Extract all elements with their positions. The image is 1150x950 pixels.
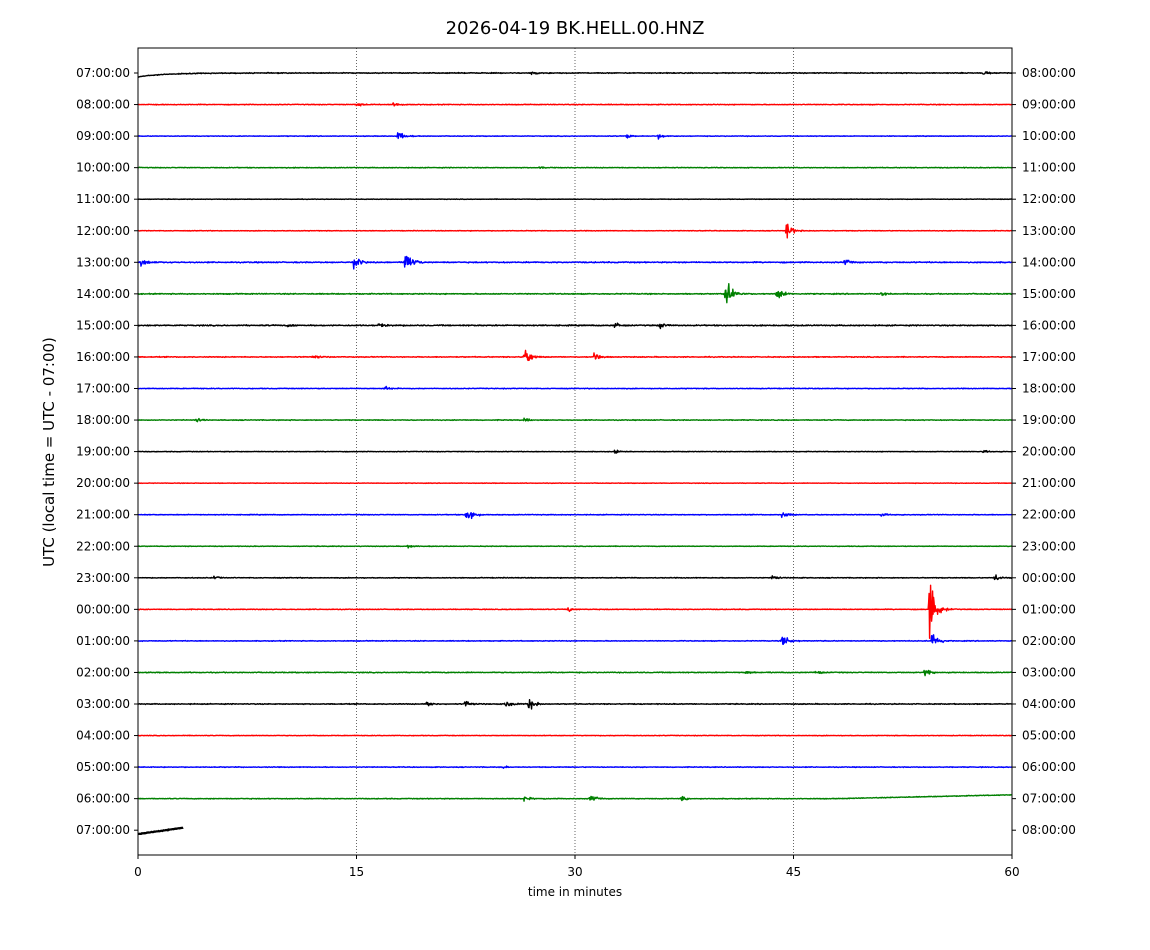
trace-8: [137, 322, 1013, 330]
left-tick-label: 20:00:00: [76, 476, 130, 490]
right-tick-label: 03:00:00: [1022, 665, 1076, 679]
left-tick-label: 02:00:00: [76, 665, 130, 679]
left-tick-label: 08:00:00: [76, 98, 130, 112]
x-tick-label: 60: [1004, 865, 1019, 879]
left-tick-label: 21:00:00: [76, 508, 130, 522]
left-tick-label: 18:00:00: [76, 413, 130, 427]
tick-layer: 07:00:00 08:00:00 09:00:00 10:00:00 11:00:00…: [76, 66, 1076, 879]
right-tick-label: 21:00:00: [1022, 476, 1076, 490]
left-tick-label: 16:00:00: [76, 350, 130, 364]
trace-layer: [137, 71, 1013, 836]
trace-16: [137, 574, 1013, 581]
y-axis-label: UTC (local time = UTC - 07:00): [40, 337, 58, 567]
right-tick-label: 07:00:00: [1022, 792, 1076, 806]
trace-23: [137, 793, 1013, 802]
right-tick-label: 02:00:00: [1022, 634, 1076, 648]
right-tick-label: 13:00:00: [1022, 224, 1076, 238]
right-tick-label: 06:00:00: [1022, 760, 1076, 774]
chart-title: 2026-04-19 BK.HELL.00.HNZ: [446, 18, 705, 39]
right-tick-label: 18:00:00: [1022, 382, 1076, 396]
trace-15: [137, 544, 1013, 549]
trace-11: [137, 417, 1013, 423]
right-tick-label: 11:00:00: [1022, 161, 1076, 175]
left-tick-label: 04:00:00: [76, 729, 130, 743]
left-tick-label: 10:00:00: [76, 161, 130, 175]
left-tick-label: 12:00:00: [76, 224, 130, 238]
trace-1: [137, 102, 1013, 107]
right-tick-label: 09:00:00: [1022, 98, 1076, 112]
left-tick-label: 11:00:00: [76, 192, 130, 206]
trace-0: [137, 71, 1013, 78]
left-tick-label: 01:00:00: [76, 634, 130, 648]
right-tick-label: 10:00:00: [1022, 129, 1076, 143]
trace-2: [137, 132, 1013, 140]
trace-22: [137, 765, 1013, 769]
left-tick-label: 17:00:00: [76, 382, 130, 396]
right-tick-label: 15:00:00: [1022, 287, 1076, 301]
left-tick-label: 14:00:00: [76, 287, 130, 301]
left-tick-label: 22:00:00: [76, 539, 130, 553]
right-tick-label: 05:00:00: [1022, 729, 1076, 743]
right-tick-label: 17:00:00: [1022, 350, 1076, 364]
x-tick-label: 0: [134, 865, 142, 879]
right-tick-label: 04:00:00: [1022, 697, 1076, 711]
trace-12: [137, 449, 1013, 454]
left-tick-label: 15:00:00: [76, 318, 130, 332]
right-tick-label: 22:00:00: [1022, 508, 1076, 522]
trace-5: [137, 223, 1013, 239]
right-tick-label: 00:00:00: [1022, 571, 1076, 585]
left-tick-label: 07:00:00: [76, 66, 130, 80]
trace-7: [137, 282, 1013, 304]
left-tick-label: 07:00:00: [76, 823, 130, 837]
right-tick-label: 20:00:00: [1022, 445, 1076, 459]
grid-lines: [356, 48, 794, 855]
left-tick-label: 19:00:00: [76, 445, 130, 459]
trace-10: [137, 385, 1013, 390]
trace-20: [137, 698, 1013, 710]
left-tick-label: 03:00:00: [76, 697, 130, 711]
trace-13: [137, 482, 1013, 485]
trace-3: [137, 166, 1013, 170]
trace-19: [137, 669, 1013, 677]
right-tick-label: 16:00:00: [1022, 318, 1076, 332]
right-tick-label: 23:00:00: [1022, 539, 1076, 553]
left-tick-label: 00:00:00: [76, 602, 130, 616]
x-tick-label: 30: [567, 865, 582, 879]
trace-21: [137, 734, 1013, 737]
trace-24: [137, 826, 184, 836]
right-tick-label: 08:00:00: [1022, 66, 1076, 80]
left-tick-label: 23:00:00: [76, 571, 130, 585]
right-tick-label: 14:00:00: [1022, 255, 1076, 269]
trace-17: [137, 584, 1013, 639]
left-tick-label: 09:00:00: [76, 129, 130, 143]
x-tick-label: 45: [786, 865, 801, 879]
x-axis-label: time in minutes: [528, 885, 622, 899]
trace-4: [137, 198, 1013, 201]
trace-6: [137, 255, 1013, 270]
right-tick-label: 12:00:00: [1022, 192, 1076, 206]
right-tick-label: 01:00:00: [1022, 602, 1076, 616]
x-tick-label: 15: [349, 865, 364, 879]
right-tick-label: 19:00:00: [1022, 413, 1076, 427]
left-tick-label: 05:00:00: [76, 760, 130, 774]
left-tick-label: 13:00:00: [76, 255, 130, 269]
trace-18: [137, 634, 1013, 645]
trace-14: [137, 512, 1013, 520]
right-tick-label: 08:00:00: [1022, 823, 1076, 837]
left-tick-label: 06:00:00: [76, 792, 130, 806]
trace-9: [137, 349, 1013, 362]
